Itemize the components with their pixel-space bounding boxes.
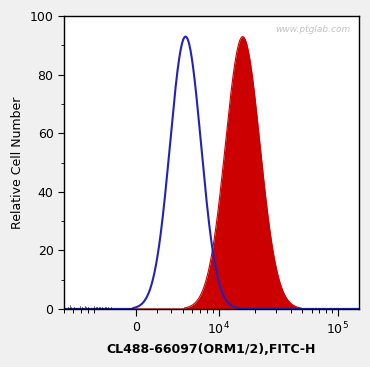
Text: www.ptglab.com: www.ptglab.com	[275, 25, 350, 34]
Y-axis label: Relative Cell Number: Relative Cell Number	[11, 96, 24, 229]
X-axis label: CL488-66097(ORM1/2),FITC-H: CL488-66097(ORM1/2),FITC-H	[107, 343, 316, 356]
